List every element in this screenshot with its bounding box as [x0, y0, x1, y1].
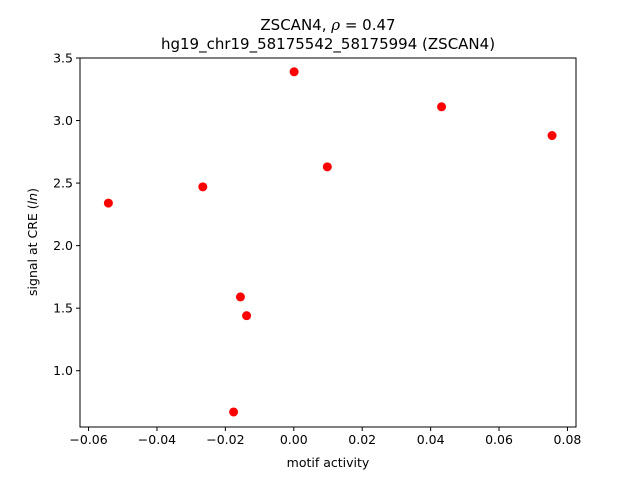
x-tick-label: −0.06: [69, 432, 107, 447]
data-point: [547, 131, 557, 141]
y-tick-label: 1.5: [53, 301, 73, 316]
data-point: [229, 407, 239, 417]
y-tick-label: 3.0: [53, 113, 73, 128]
chart-title-line1: ZSCAN4, ρ = 0.47: [260, 16, 395, 34]
y-tick-label: 2.0: [53, 238, 73, 253]
y-axis-label: signal at CRE (ln): [25, 188, 40, 296]
x-tick-label: 0.06: [485, 432, 513, 447]
data-point: [103, 198, 113, 208]
data-point: [242, 311, 252, 321]
data-point: [437, 102, 447, 112]
y-axis: 1.0 1.5 2.0 2.5 3.0 3.5: [53, 51, 80, 378]
data-point: [322, 162, 332, 172]
y-tick-label: 1.0: [53, 363, 73, 378]
y-tick-label: 2.5: [53, 176, 73, 191]
chart-title-line2: hg19_chr19_58175542_58175994 (ZSCAN4): [161, 35, 495, 54]
x-tick-label: 0.00: [280, 432, 308, 447]
x-tick-label: 0.08: [554, 432, 582, 447]
data-points: [103, 67, 557, 417]
data-point: [289, 67, 299, 77]
x-tick-label: 0.04: [417, 432, 445, 447]
x-tick-label: −0.02: [206, 432, 244, 447]
x-tick-label: −0.04: [138, 432, 176, 447]
data-point: [235, 292, 245, 302]
y-tick-label: 3.5: [53, 51, 73, 66]
x-axis-label: motif activity: [287, 455, 370, 470]
x-tick-label: 0.02: [348, 432, 376, 447]
data-point: [198, 182, 208, 192]
plot-area: [79, 57, 577, 428]
x-axis: −0.06 −0.04 −0.02 0.00 0.02 0.04 0.06 0.08: [69, 427, 581, 447]
